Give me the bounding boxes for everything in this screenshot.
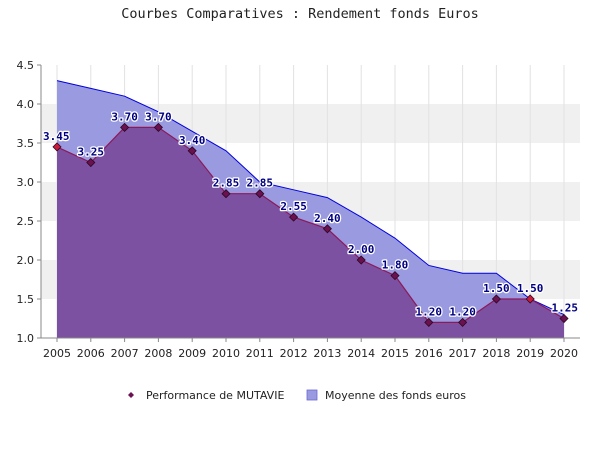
- x-tick-label: 2018: [482, 347, 510, 360]
- x-tick-label: 2017: [449, 347, 477, 360]
- y-tick-label: 1.0: [17, 332, 35, 345]
- y-tick-label: 3.0: [17, 176, 35, 189]
- data-label: 1.50: [483, 282, 510, 295]
- chart-title: Courbes Comparatives : Rendement fonds E…: [121, 6, 479, 22]
- x-tick-label: 2006: [77, 347, 105, 360]
- data-label: 2.00: [348, 243, 375, 256]
- x-tick-label: 2020: [550, 347, 578, 360]
- x-tick-label: 2008: [144, 347, 172, 360]
- x-tick-label: 2005: [43, 347, 71, 360]
- x-tick-label: 2011: [246, 347, 274, 360]
- x-tick-label: 2016: [415, 347, 443, 360]
- data-point-marker: [52, 142, 62, 152]
- data-point-marker: [559, 313, 569, 324]
- data-label: 3.70: [111, 110, 138, 123]
- data-point-marker: [424, 317, 434, 327]
- data-label: 1.20: [449, 305, 476, 318]
- x-tick-label: 2015: [381, 347, 409, 360]
- data-point-marker: [525, 294, 535, 304]
- data-label: 2.55: [280, 200, 307, 213]
- data-point-marker: [153, 122, 163, 132]
- data-point-marker: [322, 224, 332, 234]
- x-tick-label: 2014: [347, 347, 375, 360]
- data-point-marker: [86, 157, 96, 168]
- x-tick-label: 2013: [313, 347, 341, 360]
- x-tick-label: 2019: [516, 347, 544, 360]
- data-point-marker: [289, 212, 299, 222]
- x-tick-label: 2010: [212, 347, 240, 360]
- legend-swatch-moyenne: [306, 389, 318, 401]
- data-point-marker: [356, 255, 366, 265]
- x-tick-label: 2012: [280, 347, 308, 360]
- legend-label-mutavie: Performance de MUTAVIE: [146, 389, 284, 402]
- y-tick-label: 2.0: [17, 254, 35, 267]
- x-tick-label: 2009: [178, 347, 206, 360]
- legend-label-moyenne: Moyenne des fonds euros: [325, 389, 466, 402]
- y-tick-label: 1.5: [17, 293, 35, 306]
- data-label: 1.50: [517, 282, 544, 295]
- y-tick-label: 4.0: [17, 98, 35, 111]
- data-label: 3.70: [145, 110, 172, 123]
- data-point-marker: [491, 294, 501, 304]
- line-mutavie: [56, 126, 565, 323]
- data-point-marker: [390, 271, 400, 281]
- legend-marker-mutavie: [128, 392, 134, 398]
- data-label: 1.25: [552, 302, 579, 315]
- data-label: 1.80: [382, 259, 409, 272]
- data-label: 2.40: [314, 212, 341, 225]
- y-tick-label: 2.5: [17, 215, 35, 228]
- data-label: 3.45: [43, 130, 70, 143]
- data-label: 2.85: [247, 177, 274, 190]
- data-label: 3.40: [179, 134, 206, 147]
- data-label: 2.85: [213, 177, 240, 190]
- area-mutavie: [57, 127, 564, 339]
- line-moyenne-fonds-euros: [56, 80, 565, 316]
- data-point-marker: [221, 189, 231, 199]
- data-label: 1.20: [416, 305, 443, 318]
- x-tick-label: 2007: [111, 347, 139, 360]
- data-point-marker: [120, 122, 130, 132]
- y-tick-label: 3.5: [17, 137, 35, 150]
- data-point-marker: [187, 146, 197, 156]
- data-label: 3.25: [78, 146, 105, 159]
- data-point-marker: [255, 189, 265, 199]
- y-tick-label: 4.5: [17, 59, 35, 72]
- data-point-marker: [458, 317, 468, 327]
